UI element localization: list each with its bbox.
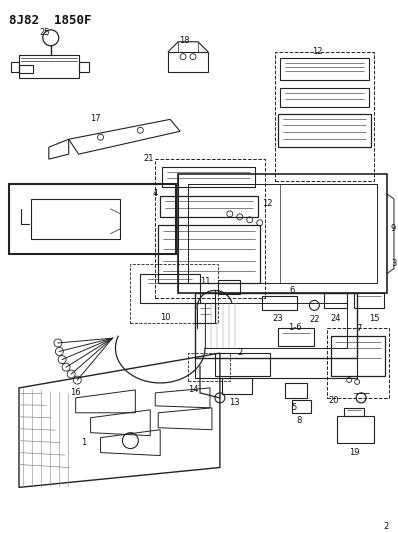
Text: 19: 19 (349, 448, 359, 457)
Text: 8: 8 (297, 416, 302, 425)
Text: 12: 12 (312, 47, 323, 56)
Text: 15: 15 (369, 314, 379, 324)
Text: 13: 13 (230, 398, 240, 407)
Text: 10: 10 (160, 313, 170, 322)
Text: 7: 7 (357, 324, 362, 333)
Text: 9: 9 (391, 224, 396, 233)
Text: 1-6: 1-6 (288, 324, 301, 332)
Text: 14: 14 (188, 385, 199, 394)
Bar (155, 159, 265, 298)
Text: 21: 21 (144, 154, 154, 163)
Text: 24: 24 (330, 314, 341, 324)
Bar (9, 184, 176, 254)
Text: 11: 11 (200, 277, 210, 286)
Text: 25: 25 (39, 28, 50, 37)
Text: 2: 2 (237, 348, 242, 357)
Text: 8J82  1850F: 8J82 1850F (9, 14, 92, 27)
Bar (275, 52, 374, 181)
Text: 4: 4 (153, 189, 158, 198)
Text: 20: 20 (329, 396, 339, 405)
Text: 6: 6 (290, 286, 295, 295)
Text: 3: 3 (391, 259, 396, 268)
Bar (131, 264, 218, 324)
Text: 12: 12 (261, 199, 272, 208)
Text: 16: 16 (70, 388, 81, 397)
Text: 18: 18 (179, 36, 189, 45)
Text: 2: 2 (384, 522, 389, 531)
Text: 5: 5 (292, 403, 297, 412)
Text: 17: 17 (90, 115, 101, 123)
Bar (188, 353, 230, 381)
Bar (327, 328, 389, 398)
Text: 23: 23 (272, 314, 283, 324)
Text: 1: 1 (81, 438, 86, 447)
Text: 22: 22 (309, 316, 320, 324)
